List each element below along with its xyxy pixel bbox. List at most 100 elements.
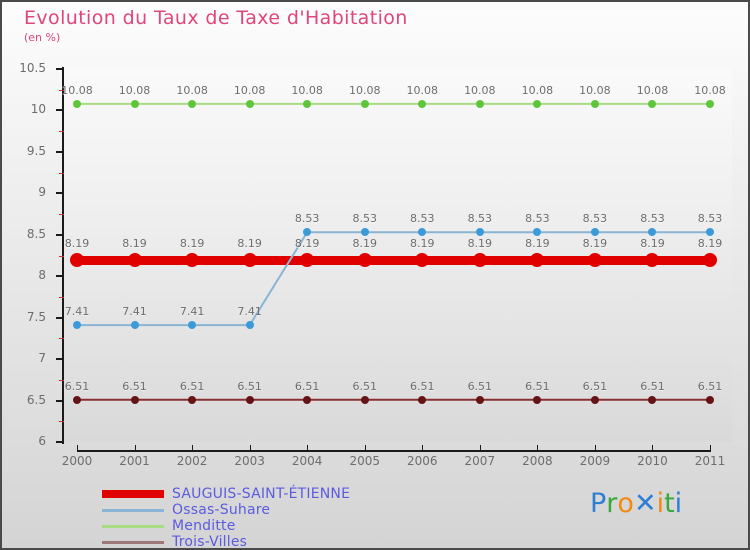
y-axis-label: 9 — [38, 185, 46, 200]
legend: SAUGUIS-SAINT-ÉTIENNE Ossas-Suhare Menditt… — [102, 486, 350, 550]
y-axis-label: 10 — [30, 102, 46, 117]
data-point-marker — [130, 99, 139, 108]
x-axis-tick — [479, 445, 481, 452]
page-title: Evolution du Taux de Taxe d'Habitation — [24, 7, 408, 29]
data-point-marker — [73, 395, 81, 404]
data-point-value: 8.19 — [697, 237, 723, 251]
y-axis-minor-tick — [59, 338, 64, 340]
data-point-marker — [242, 253, 257, 268]
data-point-marker — [648, 395, 657, 404]
x-axis-label: 2008 — [522, 454, 553, 468]
data-point-value: 8.19 — [525, 237, 550, 251]
data-point-value: 6.51 — [64, 379, 90, 393]
x-axis-tick — [364, 445, 366, 452]
data-point-value: 10.08 — [406, 83, 439, 97]
legend-label: Trois-Villes — [172, 534, 248, 550]
data-point-value: 10.08 — [636, 83, 669, 97]
legend-swatch — [102, 490, 164, 498]
data-point-marker — [360, 99, 369, 108]
data-point-value: 8.53 — [294, 212, 320, 226]
data-point-value: 8.53 — [582, 212, 608, 226]
data-point-value: 6.51 — [179, 379, 205, 393]
x-axis-label: 2007 — [464, 454, 496, 468]
logo-letter-i2: i — [674, 488, 683, 519]
data-point-value: 8.19 — [237, 237, 262, 251]
data-point-value: 6.51 — [237, 379, 262, 393]
data-point-value: 6.51 — [697, 379, 723, 393]
plot-area — [62, 69, 732, 442]
data-point-value: 7.41 — [179, 305, 205, 319]
legend-label: SAUGUIS-SAINT-ÉTIENNE — [172, 486, 351, 502]
data-point-marker — [648, 228, 657, 237]
x-axis-tick — [594, 445, 596, 452]
logo-letter-t: t — [664, 488, 675, 519]
data-point-value: 6.51 — [122, 379, 147, 393]
data-point-marker — [590, 228, 599, 237]
data-point-value: 8.53 — [525, 212, 550, 226]
data-point-marker — [357, 253, 372, 268]
y-axis-label: 8 — [38, 268, 46, 283]
data-point-value: 8.53 — [410, 212, 435, 226]
y-axis-minor-tick — [59, 421, 64, 423]
data-point-marker — [130, 321, 139, 330]
data-point-value: 8.53 — [640, 212, 665, 226]
data-point-value: 6.51 — [467, 379, 493, 393]
x-axis-label: 2003 — [234, 454, 265, 468]
data-point-marker — [360, 228, 369, 237]
y-axis-label: 7.5 — [26, 309, 46, 324]
data-point-marker — [475, 395, 484, 404]
y-axis-tick — [56, 68, 63, 70]
legend-item[interactable]: Ossas-Suhare — [102, 502, 350, 518]
y-axis-minor-tick — [59, 89, 64, 91]
y-axis-minor-tick — [59, 296, 64, 298]
data-point-value: 8.19 — [467, 237, 493, 251]
data-point-marker — [706, 395, 714, 404]
x-axis-line — [77, 450, 710, 452]
data-point-marker — [360, 395, 369, 404]
data-point-value: 10.08 — [348, 83, 381, 97]
legend-item[interactable]: Menditte — [102, 518, 350, 534]
y-axis-tick — [56, 150, 63, 153]
data-point-value: 10.08 — [233, 83, 266, 97]
x-axis-tick — [710, 445, 711, 452]
data-point-value: 8.19 — [582, 237, 608, 251]
y-axis-tick — [56, 192, 63, 195]
y-axis-label: 9.5 — [26, 143, 46, 158]
y-axis-label: 6 — [38, 434, 46, 448]
logo-letter-o: o — [617, 488, 634, 519]
data-point-value: 6.51 — [525, 379, 550, 393]
data-point-value: 10.08 — [118, 83, 151, 97]
data-point-value: 8.19 — [352, 237, 377, 251]
legend-swatch — [102, 524, 164, 528]
x-axis-tick — [307, 445, 309, 452]
data-point-marker — [648, 99, 657, 108]
legend-label: Menditte — [172, 518, 236, 534]
y-axis-label: 10.5 — [19, 61, 46, 75]
data-point-value: 6.51 — [410, 379, 435, 393]
x-axis-label: 2000 — [61, 454, 93, 468]
data-point-marker — [590, 99, 599, 108]
legend-label: Ossas-Suhare — [172, 502, 271, 518]
data-point-marker — [533, 99, 542, 108]
data-point-value: 7.41 — [64, 305, 90, 319]
y-axis-tick — [56, 233, 63, 236]
legend-item[interactable]: Trois-Villes — [102, 534, 350, 550]
data-point-marker — [188, 321, 197, 330]
data-point-value: 8.53 — [352, 212, 377, 226]
data-point-value: 10.08 — [464, 83, 496, 97]
legend-item[interactable]: SAUGUIS-SAINT-ÉTIENNE — [102, 486, 350, 502]
data-point-marker — [245, 99, 254, 108]
chart-subtitle: (en %) — [24, 31, 61, 44]
x-axis-label: 2009 — [579, 454, 611, 468]
data-point-value: 6.51 — [582, 379, 608, 393]
data-point-value: 10.08 — [61, 83, 93, 97]
data-point-marker — [475, 99, 484, 108]
proxiti-logo[interactable]: Pro✕iti — [590, 488, 682, 519]
y-axis-tick — [56, 358, 63, 361]
data-point-marker — [185, 253, 200, 268]
logo-letter-p: P — [590, 488, 607, 519]
logo-letter-x: ✕ — [633, 488, 657, 519]
data-point-marker — [587, 253, 602, 268]
legend-swatch — [102, 508, 164, 512]
